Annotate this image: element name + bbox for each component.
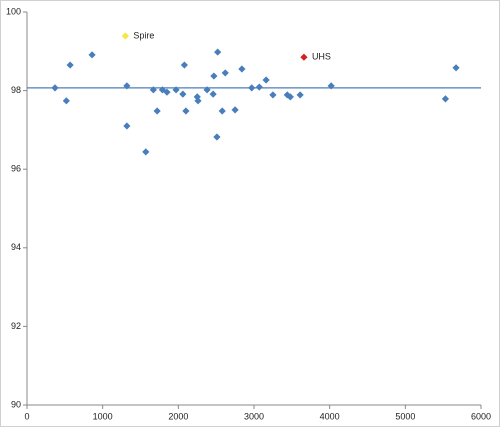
point [248, 84, 256, 92]
point [255, 83, 263, 91]
point [269, 91, 277, 99]
point [214, 48, 222, 56]
point [221, 69, 229, 77]
point [123, 122, 131, 130]
y-tick-label: 100 [6, 6, 21, 16]
point [296, 91, 304, 99]
point [286, 93, 294, 101]
point [121, 32, 129, 40]
point [179, 90, 187, 98]
point [218, 107, 226, 115]
point [66, 61, 74, 69]
point [123, 82, 131, 90]
point [210, 72, 218, 80]
point [182, 107, 190, 115]
point [203, 86, 211, 94]
point [51, 84, 59, 92]
point [88, 51, 96, 59]
point [300, 53, 308, 61]
point-label: UHS [312, 52, 331, 62]
x-tick-label: 5000 [395, 411, 415, 421]
point [149, 86, 157, 94]
point [193, 93, 201, 101]
point [231, 106, 239, 114]
point [213, 133, 221, 141]
x-tick-label: 6000 [471, 411, 491, 421]
x-tick-label: 3000 [244, 411, 264, 421]
point-label: Spire [133, 30, 154, 40]
point [452, 64, 460, 72]
point [172, 86, 180, 94]
y-tick-label: 96 [11, 164, 21, 174]
x-tick-label: 0 [24, 411, 29, 421]
point [180, 61, 188, 69]
point [163, 88, 171, 96]
x-tick-label: 2000 [168, 411, 188, 421]
x-tick-label: 4000 [320, 411, 340, 421]
point [62, 97, 70, 105]
point [262, 76, 270, 84]
point [238, 65, 246, 73]
point [153, 107, 161, 115]
point [194, 97, 202, 105]
point [441, 95, 450, 103]
point [209, 90, 217, 98]
x-tick-label: 1000 [93, 411, 113, 421]
y-tick-label: 94 [11, 242, 21, 252]
point [327, 82, 335, 90]
y-tick-label: 92 [11, 321, 21, 331]
point [142, 148, 150, 156]
y-tick-label: 98 [11, 85, 21, 95]
y-tick-label: 90 [11, 399, 21, 409]
